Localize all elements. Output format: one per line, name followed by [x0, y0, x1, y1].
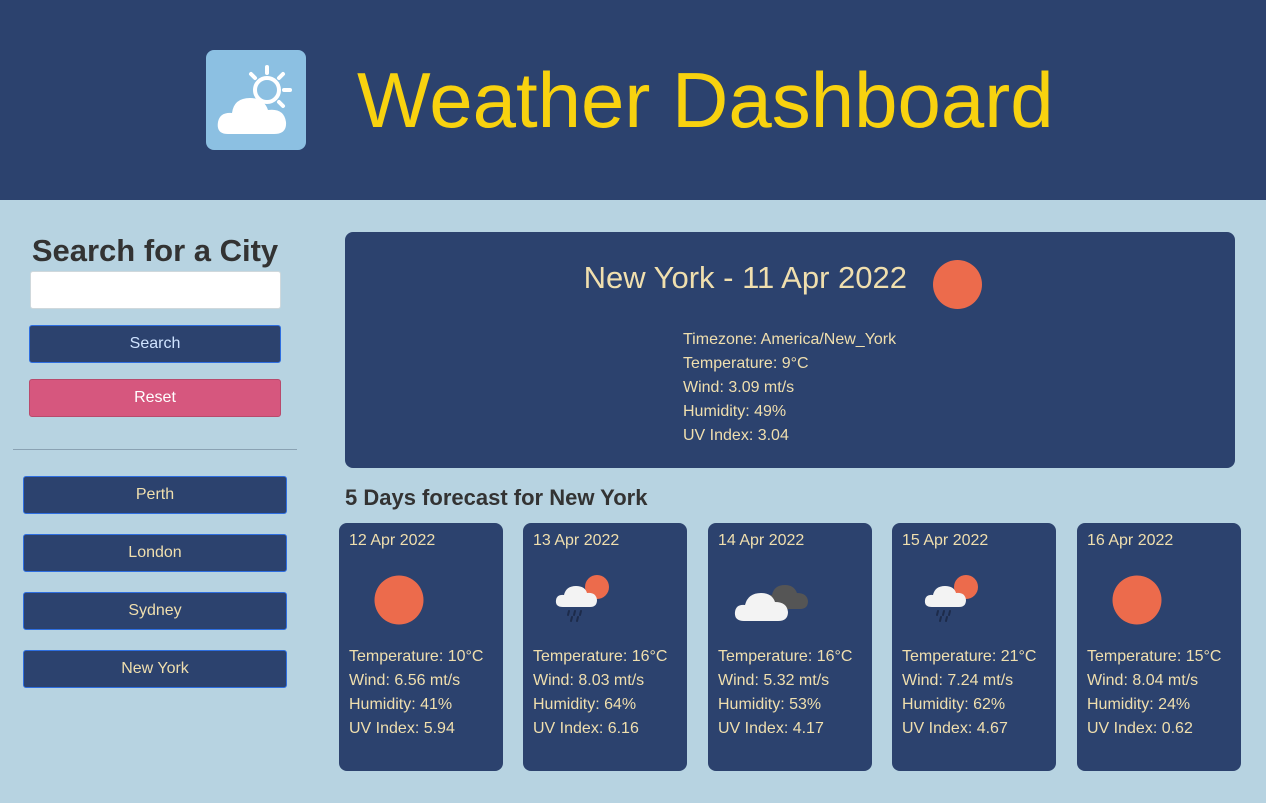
forecast-date: 12 Apr 2022 [349, 532, 436, 549]
forecast-temperature: Temperature: 16°C [718, 648, 853, 665]
divider [13, 449, 297, 450]
search-heading: Search for a City [31, 233, 279, 268]
forecast-humidity: Humidity: 41% [349, 696, 453, 713]
forecast-humidity: Humidity: 53% [718, 696, 822, 713]
header: Weather Dashboard [0, 0, 1266, 200]
sun-icon [1107, 571, 1167, 627]
forecast-date: 15 Apr 2022 [902, 532, 989, 549]
forecast-details: Temperature: 16°C Wind: 5.32 mt/s Humidi… [718, 645, 852, 741]
sun-rain-cloud-icon [553, 571, 613, 627]
forecast-wind: Wind: 7.24 mt/s [902, 672, 1014, 689]
forecast-humidity: Humidity: 24% [1087, 696, 1191, 713]
app-title: Weather Dashboard [357, 56, 1054, 144]
city-button-london[interactable]: London [23, 534, 287, 572]
forecast-heading: 5 Days forecast for New York [345, 485, 648, 510]
forecast-card: 15 Apr 2022 Temperature: 21°C Wind: 7.24… [892, 523, 1056, 771]
city-button-perth[interactable]: Perth [23, 476, 287, 514]
search-button[interactable]: Search [29, 325, 281, 363]
current-wind: Wind: 3.09 mt/s [683, 379, 795, 396]
forecast-date: 13 Apr 2022 [533, 532, 620, 549]
forecast-card: 13 Apr 2022 Temperature: 16°C Wind: 8.03… [523, 523, 687, 771]
forecast-details: Temperature: 10°C Wind: 6.56 mt/s Humidi… [349, 645, 483, 741]
sun-icon [369, 571, 429, 627]
forecast-temperature: Temperature: 21°C [902, 648, 1037, 665]
sun-icon [933, 260, 982, 309]
forecast-uv-index: UV Index: 4.67 [902, 720, 1008, 737]
forecast-wind: Wind: 6.56 mt/s [349, 672, 461, 689]
city-button-new-york[interactable]: New York [23, 650, 287, 688]
city-search-input[interactable] [30, 271, 281, 309]
forecast-details: Temperature: 15°C Wind: 8.04 mt/s Humidi… [1087, 645, 1221, 741]
current-temperature: Temperature: 9°C [683, 355, 809, 372]
forecast-details: Temperature: 21°C Wind: 7.24 mt/s Humidi… [902, 645, 1036, 741]
forecast-temperature: Temperature: 15°C [1087, 648, 1222, 665]
current-weather-title: New York - 11 Apr 2022 [583, 260, 907, 295]
forecast-date: 16 Apr 2022 [1087, 532, 1174, 549]
forecast-uv-index: UV Index: 4.17 [718, 720, 824, 737]
current-timezone: Timezone: America/New_York [683, 331, 897, 348]
forecast-temperature: Temperature: 16°C [533, 648, 668, 665]
current-weather-details: Timezone: America/New_York Temperature: … [683, 328, 896, 448]
forecast-uv-index: UV Index: 6.16 [533, 720, 639, 737]
current-uv-index: UV Index: 3.04 [683, 427, 789, 444]
forecast-temperature: Temperature: 10°C [349, 648, 484, 665]
forecast-card: 14 Apr 2022 Temperature: 16°C Wind: 5.32… [708, 523, 872, 771]
sun-rain-cloud-icon [922, 571, 982, 627]
forecast-humidity: Humidity: 62% [902, 696, 1006, 713]
reset-button[interactable]: Reset [29, 379, 281, 417]
forecast-humidity: Humidity: 64% [533, 696, 637, 713]
forecast-card: 12 Apr 2022 Temperature: 10°C Wind: 6.56… [339, 523, 503, 771]
forecast-details: Temperature: 16°C Wind: 8.03 mt/s Humidi… [533, 645, 667, 741]
clouds-icon [734, 571, 808, 627]
forecast-uv-index: UV Index: 5.94 [349, 720, 455, 737]
city-button-sydney[interactable]: Sydney [23, 592, 287, 630]
sun-cloud-icon [206, 50, 306, 150]
forecast-date: 14 Apr 2022 [718, 532, 805, 549]
forecast-wind: Wind: 8.03 mt/s [533, 672, 645, 689]
forecast-card: 16 Apr 2022 Temperature: 15°C Wind: 8.04… [1077, 523, 1241, 771]
forecast-wind: Wind: 8.04 mt/s [1087, 672, 1199, 689]
forecast-uv-index: UV Index: 0.62 [1087, 720, 1193, 737]
current-weather-card: New York - 11 Apr 2022 Timezone: America… [345, 232, 1235, 468]
forecast-wind: Wind: 5.32 mt/s [718, 672, 830, 689]
current-humidity: Humidity: 49% [683, 403, 787, 420]
